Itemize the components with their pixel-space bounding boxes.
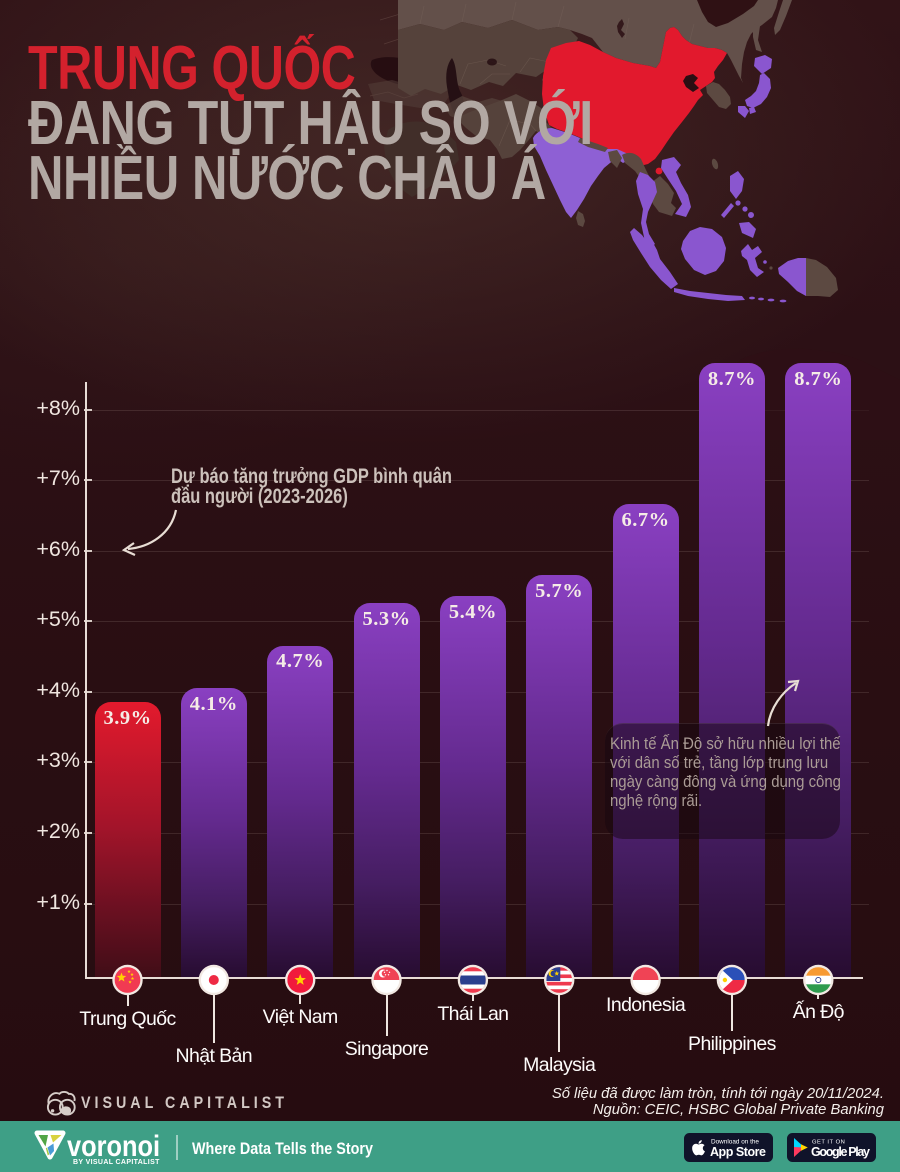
svg-text:App Store: App Store — [710, 1145, 766, 1159]
svg-text:GET IT ON: GET IT ON — [812, 1140, 845, 1146]
svg-text:Google Play: Google Play — [811, 1145, 870, 1159]
svg-text:Download on the: Download on the — [711, 1139, 759, 1146]
